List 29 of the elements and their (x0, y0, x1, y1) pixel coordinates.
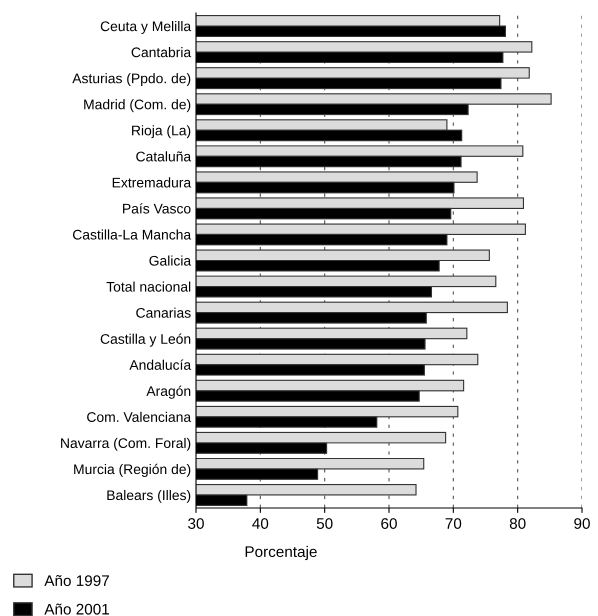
y-tick-label: Extremadura (112, 177, 192, 188)
y-tick-label: Galicia (149, 255, 192, 266)
legend-label: Año 2001 (44, 603, 109, 615)
y-tick-label: Cataluña (136, 151, 192, 162)
x-tick-label: 80 (510, 518, 526, 529)
y-tick-label: País Vasco (123, 203, 191, 214)
y-tick-label: Com. Valenciana (87, 412, 192, 422)
x-axis-title: Porcentaje (246, 546, 317, 560)
y-tick-label: Andalucía (129, 360, 192, 370)
y-tick-label: Total nacional (106, 282, 190, 292)
y-tick-label: Aragón (146, 386, 190, 399)
x-tick-label: 70 (446, 518, 462, 529)
y-tick-label: Rioja (La) (132, 125, 190, 138)
x-tick-label: 90 (574, 518, 590, 529)
y-tick-label: Canarias (136, 308, 191, 318)
y-tick-label: Asturias (Ppdo. de) (72, 73, 190, 86)
x-tick-label: 60 (381, 518, 397, 529)
legend-label: Año 1997 (44, 574, 109, 586)
y-tick-label: Castilla-La Mancha (72, 229, 192, 240)
y-tick-label: Cantabria (132, 47, 192, 58)
x-tick-label: 30 (188, 518, 204, 529)
y-tick-label: Balears (Illes) (107, 490, 190, 503)
y-tick-label: Navarra (Com. Foral) (61, 438, 190, 451)
x-tick-label: 40 (252, 518, 268, 529)
x-tick-label: 50 (316, 518, 333, 529)
y-tick-label: Ceuta y Melilla (100, 20, 192, 34)
y-tick-label: Madrid (Com. de) (84, 99, 190, 112)
y-tick-label: Castilla y León (100, 334, 190, 347)
y-tick-label: Murcia (Región de) (74, 464, 190, 477)
